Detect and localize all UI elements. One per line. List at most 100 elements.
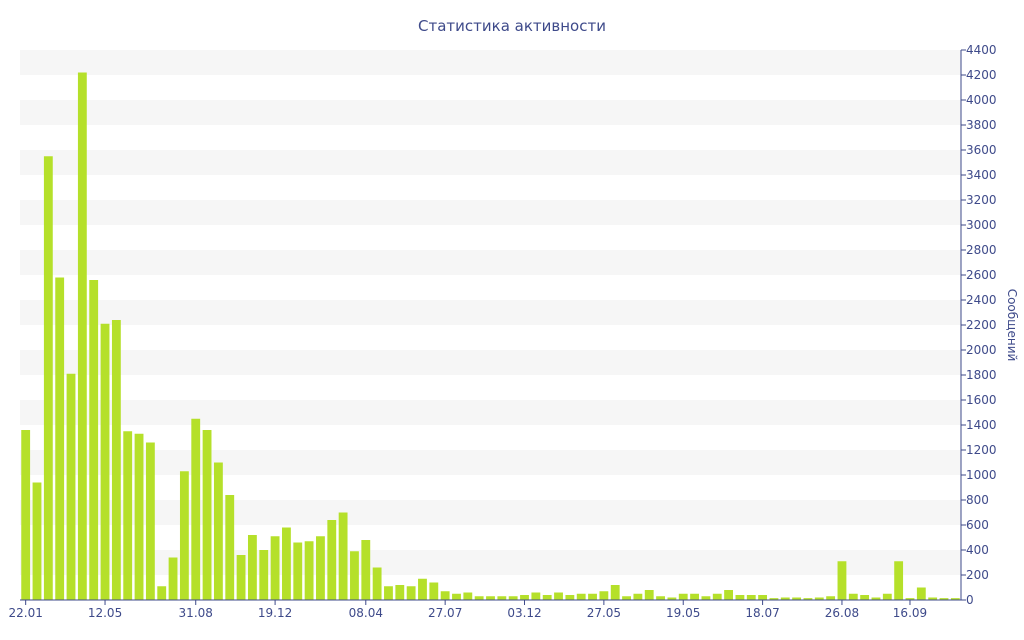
bar [55,277,65,600]
bar [746,595,756,600]
bar [701,596,711,600]
bar [372,567,382,600]
bar [350,551,359,600]
bar [157,586,167,600]
x-tick-label: 19.12 [258,606,292,620]
bar [633,593,643,600]
x-tick-label: 22.01 [8,606,42,620]
bar [588,593,597,600]
bar [644,590,654,600]
bar [531,592,541,600]
bar [735,595,745,600]
bar [168,557,178,600]
y-tick-label: 3600 [966,143,997,157]
y-tick-label: 2600 [966,268,997,282]
bar [882,593,892,600]
bar [213,462,223,600]
bar [690,593,699,600]
grid-band [20,400,961,425]
bar [814,597,824,600]
bar [758,595,768,600]
grid-band [20,500,961,525]
bar [304,541,314,600]
bar [576,593,586,600]
bar [894,561,904,600]
bar [327,520,337,600]
bar [259,550,269,600]
bar [202,430,212,600]
bar [123,431,133,600]
y-tick-label: 1000 [966,468,997,482]
x-axis-ticks: 22.01 12.05 31.08 19.12 08.04 27.07 03.12 27.05… [8,600,927,620]
bar [145,442,155,600]
y-tick-label: 2400 [966,293,997,307]
bar [43,156,53,600]
y-tick-label: 2200 [966,318,997,332]
bar [463,592,473,600]
bar [440,591,450,600]
bar [508,596,518,600]
bar [384,586,393,600]
x-tick-label: 03.12 [507,606,541,620]
bar [406,586,416,600]
bar [236,555,246,600]
x-tick-label: 16.09 [893,606,927,620]
y-tick-label: 1800 [966,368,997,382]
bar [191,418,201,600]
x-tick-label: 12.05 [88,606,122,620]
bar [111,320,121,600]
y-tick-label: 3000 [966,218,997,232]
bar [554,592,563,600]
grid-band [20,150,961,175]
grid-band [20,100,961,125]
bar [848,593,858,600]
bar [837,561,847,600]
bar [780,597,790,600]
bar [429,582,439,600]
y-tick-label: 600 [966,518,989,532]
grid-band [20,450,961,475]
bar [610,585,620,600]
bar [622,596,631,600]
bar [769,598,779,601]
y-tick-label: 2000 [966,343,997,357]
bar [247,535,257,600]
bar [474,596,484,600]
bar [395,585,405,600]
bar [100,323,110,600]
x-tick-label: 19.05 [666,606,700,620]
bar [486,596,495,600]
bar [542,595,552,600]
grid-band [20,50,961,75]
bar [361,540,371,600]
y-tick-label: 3400 [966,168,997,182]
bars [21,72,960,601]
y-axis-label: Сообщений [1005,289,1019,362]
bar [712,593,722,600]
x-tick-label: 26.08 [825,606,859,620]
x-tick-label: 27.07 [428,606,462,620]
bar [871,597,881,600]
bar [950,598,960,601]
bar [179,471,189,600]
y-tick-label: 3800 [966,118,997,132]
bar [826,596,836,600]
bar [134,433,144,600]
bar [667,597,677,600]
bar [77,72,87,600]
bar [565,595,575,600]
y-tick-label: 1200 [966,443,997,457]
bar [316,536,325,600]
bar [21,430,31,600]
y-tick-label: 200 [966,568,989,582]
bar [916,587,926,600]
grid-band [20,350,961,375]
y-tick-label: 800 [966,493,989,507]
bar [860,595,870,600]
y-axis-ticks: 0 200 400 600 800 1000 1200 1400 1600 1800 2000 220… [961,43,997,607]
bar [803,598,813,601]
grid-band [20,550,961,575]
bar [282,527,291,600]
y-tick-label: 1600 [966,393,997,407]
y-tick-label: 4000 [966,93,997,107]
